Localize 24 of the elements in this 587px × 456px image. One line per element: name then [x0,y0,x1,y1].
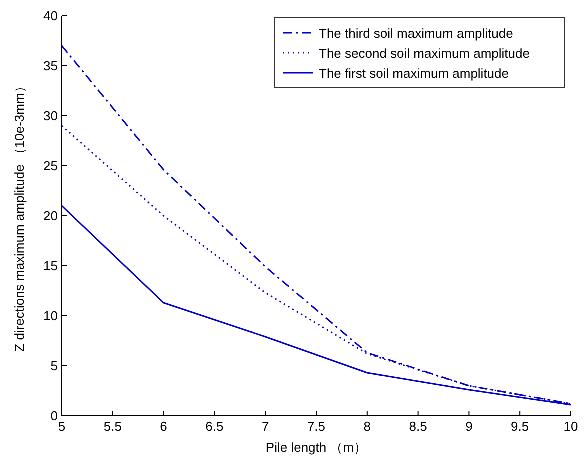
y-tick-label: 5 [50,358,58,374]
x-axis-title: Pile length （m） [266,440,368,455]
y-tick-label: 35 [44,58,58,74]
x-tick-label: 8.5 [409,419,428,434]
y-axis-title: Z directions maximum amplitude （10e-3mm） [12,80,27,352]
y-tick-label: 30 [44,108,58,124]
x-tick-label: 6.5 [206,419,224,434]
y-tick-label: 25 [44,158,58,174]
x-tick-label: 8 [364,419,372,434]
x-tick-label: 9 [466,419,473,434]
x-tick-label: 9.5 [511,419,530,434]
x-tick-label: 10 [564,419,578,434]
x-tick-label: 7 [262,419,270,434]
legend-label: The first soil maximum amplitude [319,66,509,81]
legend-label: The second soil maximum amplitude [319,46,530,61]
x-tick-label: 5.5 [104,419,122,434]
x-tick-label: 7.5 [307,419,326,434]
y-tick-label: 20 [44,208,58,224]
x-tick-label: 6 [160,419,168,434]
y-tick-label: 0 [50,408,58,424]
legend-label: The third soil maximum amplitude [319,26,514,41]
y-tick-label: 15 [44,258,58,274]
y-tick-label: 10 [44,308,58,324]
y-tick-label: 40 [44,8,58,24]
